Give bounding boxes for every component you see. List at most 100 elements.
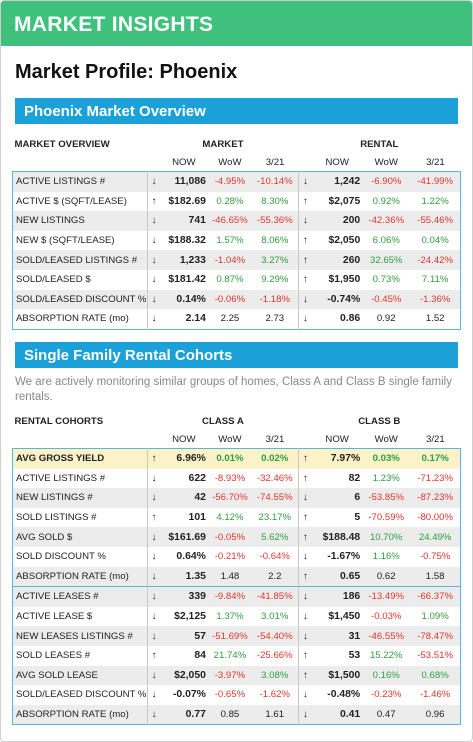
trend-arrow: ↓ <box>147 546 160 567</box>
blank-header <box>298 430 312 449</box>
now-value: 1,242 <box>312 171 363 192</box>
row-label: SOLD/LEASED $ <box>16 274 91 286</box>
header-row: NOW WoW 3/21 NOW WoW 3/21 <box>13 153 461 172</box>
now-value: 42 <box>159 488 208 508</box>
trend-arrow: ↓ <box>147 606 160 627</box>
now-value: $181.42 <box>168 274 206 286</box>
overview-table: MARKET OVERVIEW MARKET RENTAL NOW WoW 3/21 NOW… <box>12 135 461 330</box>
wow-change: 1.48 <box>207 566 252 587</box>
now-value: 0.77 <box>159 704 208 725</box>
trend-arrow: ↑ <box>297 191 313 212</box>
section-bar: Phoenix Market Overview <box>15 98 458 124</box>
table-row: NEW LISTINGS # ↓ 42 -56.70% -74.55% ↓ 6 -53.85%… <box>12 488 461 508</box>
ytd-change: 1.52 <box>425 313 445 325</box>
wow-change: 32.65% <box>362 250 411 270</box>
trend-arrow: ↓ <box>147 171 160 192</box>
wow-change: 10.70% <box>362 527 411 547</box>
trend-arrow: ↓ <box>297 546 313 567</box>
table-row: SOLD/LEASED DISCOUNT % ↓ 0.14% -0.06% -1.18%… <box>12 289 461 310</box>
trend-arrow: ↓ <box>147 665 160 686</box>
group-header: CLASS A <box>202 415 244 427</box>
wow-change: 4.12% <box>216 512 244 524</box>
wow-change: 15.22% <box>369 650 403 662</box>
table-row: ACTIVE $ (SQFT/LEASE) ↑ $182.69 0.28% 8.30% ↑… <box>13 191 461 212</box>
ytd-change: -53.51% <box>417 650 453 662</box>
group-header: CLASS B <box>358 415 401 427</box>
trend-arrow: ↑ <box>147 645 160 666</box>
wow-change: -9.84% <box>207 586 252 607</box>
trend-arrow: ↑ <box>297 250 313 270</box>
trend-arrow: ↓ <box>147 269 160 290</box>
now-value: $2,050 <box>328 235 361 247</box>
wow-change: 1.37% <box>216 611 244 623</box>
column-header: 3/21 <box>426 156 445 168</box>
now-value: $1,500 <box>312 665 363 686</box>
table-label: RENTAL COHORTS <box>14 415 104 427</box>
wow-change: 1.23% <box>372 472 400 484</box>
now-value: 6.96% <box>159 448 208 469</box>
row-label: NEW $ (SQFT/LEASE) <box>16 235 115 247</box>
now-value: 57 <box>159 626 208 646</box>
now-value: $161.69 <box>159 527 208 547</box>
wow-change: 6.06% <box>372 235 400 247</box>
ytd-change: 9.29% <box>261 274 289 286</box>
trend-arrow: ↑ <box>297 230 313 251</box>
wow-change: 1.16% <box>372 551 400 563</box>
table-row: ACTIVE LISTINGS # ↓ 11,086 -4.95% -10.14% ↓ 1,… <box>12 171 461 192</box>
now-value: 260 <box>312 250 363 270</box>
trend-arrow: ↑ <box>147 191 160 212</box>
now-value: $2,050 <box>159 665 208 686</box>
trend-arrow: ↑ <box>297 645 313 666</box>
ytd-change: 3.27% <box>251 250 299 270</box>
row-label: ACTIVE LEASES # <box>12 586 148 607</box>
ytd-change: -41.99% <box>410 171 461 192</box>
table-row: AVG SOLD LEASE ↓ $2,050 -3.97% 3.08% ↑ $1,500 0… <box>12 665 461 686</box>
header-title: MARKET INSIGHTS <box>1 1 472 46</box>
table-row: SOLD LEASES # ↑ 84 21.74% -25.66% ↑ 53 15.22% -5… <box>13 645 461 666</box>
now-value: 2.14 <box>185 313 206 325</box>
now-value: 82 <box>348 472 361 484</box>
blank-header <box>148 153 160 172</box>
profile-title: Market Profile: Phoenix <box>15 61 238 83</box>
now-value: -0.74% <box>312 289 363 310</box>
wow-change: 0.85 <box>207 704 252 725</box>
now-value: 339 <box>159 586 208 607</box>
row-label: ABSORPTION RATE (mo) <box>12 566 148 587</box>
ytd-change: 24.49% <box>410 527 461 547</box>
trend-arrow: ↑ <box>297 507 313 528</box>
table-row: ABSORPTION RATE (mo) ↓ 1.35 1.48 2.2 ↑ 0.65 0.6… <box>12 566 461 587</box>
now-value: 11,086 <box>159 171 208 192</box>
ytd-change: -80.00% <box>417 512 453 524</box>
column-header: WoW <box>374 156 398 168</box>
column-header: WoW <box>218 156 242 168</box>
row-label: SOLD DISCOUNT % <box>16 551 106 563</box>
wow-change: -0.45% <box>362 289 411 310</box>
blank-header <box>298 153 312 172</box>
now-value: 1.35 <box>159 566 208 587</box>
ytd-change: 8.30% <box>261 195 289 207</box>
trend-arrow: ↑ <box>297 269 313 290</box>
now-value: 186 <box>312 586 363 607</box>
ytd-change: 0.02% <box>251 448 299 469</box>
trend-arrow: ↑ <box>147 507 160 528</box>
ytd-change: -10.14% <box>251 171 299 192</box>
ytd-change: -78.47% <box>410 626 461 646</box>
trend-arrow: ↓ <box>297 309 313 330</box>
trend-arrow: ↑ <box>297 468 313 489</box>
table-row: SOLD/LEASED $ ↓ $181.42 0.87% 9.29% ↑ $1,950 0.… <box>13 269 461 290</box>
wow-change: 1.57% <box>216 235 244 247</box>
now-value: 622 <box>188 472 206 484</box>
wow-change: -51.69% <box>207 626 252 646</box>
trend-arrow: ↑ <box>297 527 313 547</box>
wow-change: -0.05% <box>207 527 252 547</box>
trend-arrow: ↓ <box>147 468 160 489</box>
trend-arrow: ↓ <box>147 250 160 270</box>
now-value: 84 <box>194 650 206 662</box>
trend-arrow: ↓ <box>147 685 160 705</box>
now-value: -0.48% <box>327 689 361 701</box>
table-row: NEW $ (SQFT/LEASE) ↓ $188.32 1.57% 8.06% ↑ $2,… <box>13 230 461 251</box>
now-value: $182.69 <box>168 195 206 207</box>
trend-arrow: ↑ <box>147 448 160 469</box>
ytd-change: 5.62% <box>251 527 299 547</box>
trend-arrow: ↓ <box>297 171 313 192</box>
